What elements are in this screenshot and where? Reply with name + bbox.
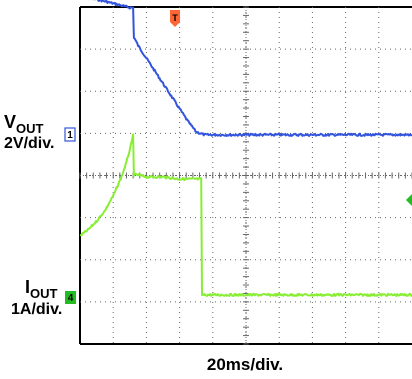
waveform-traces <box>79 0 412 297</box>
iout-label-main: I <box>25 277 30 297</box>
vout-label-sub: OUT <box>16 121 44 136</box>
iout-label: IOUT <box>25 277 58 301</box>
trigger-marker: T <box>170 10 180 27</box>
iout-scale-label: 1A/div. <box>11 301 62 318</box>
iout-trace <box>79 133 412 297</box>
vout-scale-label: 2V/div. <box>4 135 54 152</box>
channel1-ground-marker: 1 <box>64 127 76 142</box>
vout-label-main: V <box>4 112 16 132</box>
vout-label: VOUT <box>4 112 44 136</box>
right-edge-arrow-icon <box>406 194 412 206</box>
channel1-marker-label: 1 <box>67 130 73 141</box>
trigger-marker-label: T <box>172 13 178 23</box>
channel4-marker-label: 4 <box>68 293 74 304</box>
channel4-ground-marker: 4 <box>65 291 76 304</box>
vout-trace <box>88 0 412 137</box>
iout-label-sub: OUT <box>30 286 58 301</box>
time-scale-label: 20ms/div. <box>207 355 283 374</box>
